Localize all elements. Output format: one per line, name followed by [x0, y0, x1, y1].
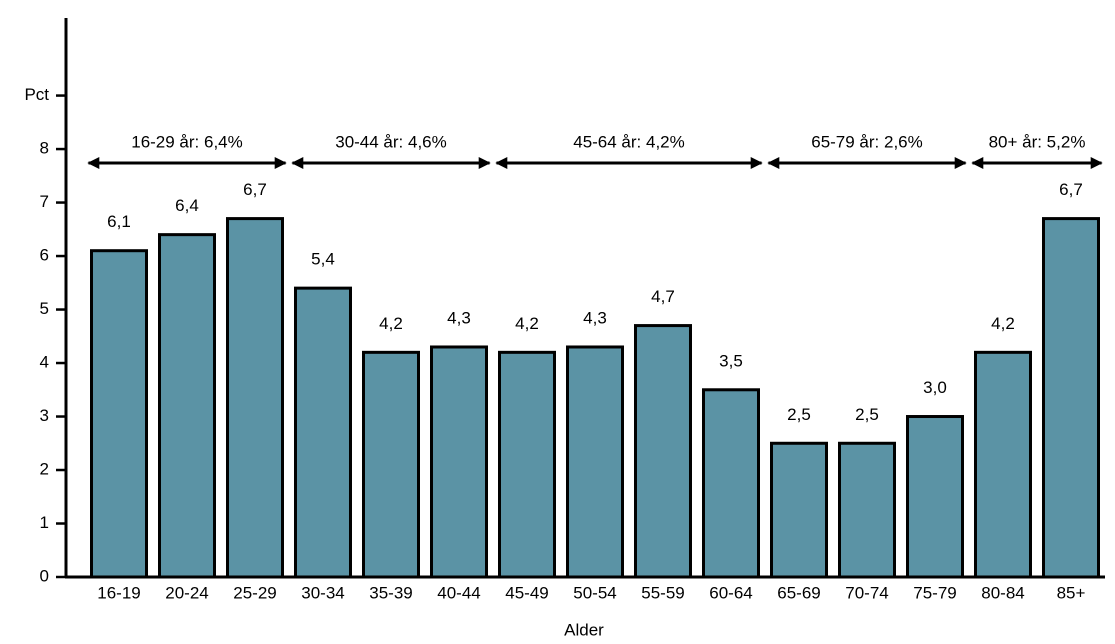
bar [158, 233, 216, 579]
x-tick-label: 50-54 [573, 583, 616, 602]
value-label: 6,1 [107, 212, 131, 231]
value-label: 2,5 [787, 405, 811, 424]
x-tick-label: 45-49 [505, 583, 548, 602]
bar [838, 441, 896, 579]
value-label: 2,5 [855, 405, 879, 424]
x-tick-label: 85+ [1057, 583, 1086, 602]
value-label: 3,5 [719, 351, 743, 370]
x-tick-label: 65-69 [777, 583, 820, 602]
bar [226, 217, 284, 579]
x-tick-label: 75-79 [913, 583, 956, 602]
x-tick-label: 35-39 [369, 583, 412, 602]
x-axis-label: Alder [564, 620, 604, 639]
x-tick-label: 55-59 [641, 583, 684, 602]
value-label: 6,7 [1059, 180, 1083, 199]
bar [634, 324, 692, 579]
annotation: 65-79 år: 2,6% [811, 132, 923, 151]
y-tick-label: 6 [40, 246, 49, 265]
value-label: 4,2 [379, 314, 403, 333]
x-tick-label: 20-24 [165, 583, 208, 602]
x-tick-label: 30-34 [301, 583, 344, 602]
value-label: 4,2 [515, 314, 539, 333]
bar [90, 249, 148, 579]
x-tick-label: 70-74 [845, 583, 888, 602]
bar [1042, 217, 1100, 579]
y-tick-label: 5 [40, 299, 49, 318]
x-tick-label: 25-29 [233, 583, 276, 602]
y-tick-label: 1 [40, 513, 49, 532]
y-tick-label: 4 [40, 353, 49, 372]
y-tick-label: Pct [24, 85, 49, 104]
bar [702, 388, 760, 579]
value-label: 5,4 [311, 250, 335, 269]
value-label: 6,7 [243, 180, 267, 199]
x-tick-label: 80-84 [981, 583, 1024, 602]
y-tick-label: 2 [40, 459, 49, 478]
value-label: 4,3 [447, 308, 471, 327]
bar [770, 441, 828, 579]
bar [498, 350, 556, 579]
y-tick-label: 8 [40, 139, 49, 158]
annotation: 30-44 år: 4,6% [335, 132, 447, 151]
bar [566, 345, 624, 579]
bar [974, 350, 1032, 579]
annotation: 16-29 år: 6,4% [131, 132, 243, 151]
value-label: 4,7 [651, 287, 675, 306]
bar [294, 286, 352, 579]
x-tick-label: 40-44 [437, 583, 480, 602]
value-label: 4,3 [583, 308, 607, 327]
annotation: 80+ år: 5,2% [989, 132, 1086, 151]
annotation: 45-64 år: 4,2% [573, 132, 685, 151]
x-tick-label: 60-64 [709, 583, 752, 602]
bar [362, 350, 420, 579]
x-tick-label: 16-19 [97, 583, 140, 602]
y-tick-label: 0 [40, 566, 49, 585]
value-label: 3,0 [923, 378, 947, 397]
bar [906, 415, 964, 579]
value-label: 6,4 [175, 196, 199, 215]
value-label: 4,2 [991, 314, 1015, 333]
y-tick-label: 7 [40, 192, 49, 211]
bar [430, 345, 488, 579]
y-tick-label: 3 [40, 406, 49, 425]
